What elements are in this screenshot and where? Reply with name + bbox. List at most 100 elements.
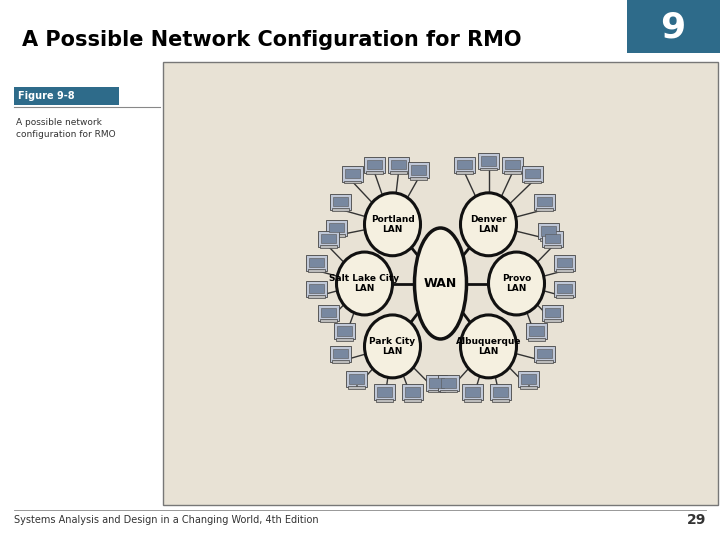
- FancyBboxPatch shape: [464, 399, 482, 402]
- FancyBboxPatch shape: [556, 269, 573, 272]
- FancyBboxPatch shape: [330, 194, 351, 210]
- FancyBboxPatch shape: [376, 399, 393, 402]
- FancyBboxPatch shape: [318, 231, 339, 247]
- FancyBboxPatch shape: [557, 284, 572, 293]
- Ellipse shape: [461, 315, 516, 378]
- FancyBboxPatch shape: [454, 157, 475, 173]
- Text: Portland
LAN: Portland LAN: [371, 214, 415, 234]
- FancyBboxPatch shape: [14, 87, 119, 105]
- FancyBboxPatch shape: [374, 384, 395, 400]
- Ellipse shape: [364, 193, 420, 256]
- FancyBboxPatch shape: [332, 208, 349, 211]
- FancyBboxPatch shape: [306, 281, 328, 297]
- FancyBboxPatch shape: [534, 194, 555, 210]
- FancyBboxPatch shape: [428, 389, 446, 393]
- Ellipse shape: [415, 228, 467, 339]
- Text: Provo
LAN: Provo LAN: [502, 274, 531, 293]
- FancyBboxPatch shape: [544, 319, 562, 322]
- FancyBboxPatch shape: [504, 171, 521, 174]
- Text: A Possible Network Configuration for RMO: A Possible Network Configuration for RMO: [22, 30, 521, 50]
- FancyBboxPatch shape: [465, 387, 480, 397]
- FancyBboxPatch shape: [309, 258, 324, 267]
- Ellipse shape: [364, 315, 420, 378]
- FancyBboxPatch shape: [523, 180, 541, 184]
- FancyBboxPatch shape: [441, 378, 456, 388]
- FancyBboxPatch shape: [536, 360, 554, 363]
- FancyBboxPatch shape: [538, 224, 559, 239]
- Text: WAN: WAN: [424, 277, 457, 290]
- FancyBboxPatch shape: [348, 386, 365, 389]
- FancyBboxPatch shape: [332, 360, 349, 363]
- FancyBboxPatch shape: [320, 245, 338, 248]
- FancyBboxPatch shape: [330, 346, 351, 361]
- FancyBboxPatch shape: [480, 167, 498, 171]
- FancyBboxPatch shape: [404, 399, 421, 402]
- FancyBboxPatch shape: [505, 160, 520, 169]
- FancyBboxPatch shape: [320, 319, 338, 322]
- FancyBboxPatch shape: [502, 157, 523, 173]
- FancyBboxPatch shape: [529, 326, 544, 336]
- Ellipse shape: [461, 193, 516, 256]
- FancyBboxPatch shape: [544, 245, 562, 248]
- FancyBboxPatch shape: [522, 166, 544, 182]
- FancyBboxPatch shape: [438, 375, 459, 391]
- FancyBboxPatch shape: [556, 295, 573, 298]
- FancyBboxPatch shape: [490, 384, 511, 400]
- FancyBboxPatch shape: [390, 171, 408, 174]
- FancyBboxPatch shape: [391, 160, 406, 169]
- FancyBboxPatch shape: [456, 171, 473, 174]
- Text: A possible network
configuration for RMO: A possible network configuration for RMO: [16, 118, 116, 139]
- FancyBboxPatch shape: [536, 208, 554, 211]
- FancyBboxPatch shape: [554, 255, 575, 271]
- FancyBboxPatch shape: [336, 338, 354, 341]
- FancyBboxPatch shape: [342, 166, 364, 182]
- FancyBboxPatch shape: [318, 305, 339, 321]
- FancyBboxPatch shape: [525, 169, 540, 178]
- FancyBboxPatch shape: [411, 165, 426, 175]
- FancyBboxPatch shape: [429, 378, 444, 388]
- FancyBboxPatch shape: [345, 169, 360, 178]
- FancyBboxPatch shape: [321, 308, 336, 317]
- FancyBboxPatch shape: [518, 372, 539, 387]
- Text: Salt Lake City
LAN: Salt Lake City LAN: [330, 274, 400, 293]
- FancyBboxPatch shape: [540, 238, 557, 241]
- FancyBboxPatch shape: [321, 234, 336, 243]
- FancyBboxPatch shape: [521, 374, 536, 384]
- FancyBboxPatch shape: [534, 346, 555, 361]
- FancyBboxPatch shape: [367, 160, 382, 169]
- FancyBboxPatch shape: [306, 255, 328, 271]
- FancyBboxPatch shape: [545, 234, 560, 243]
- FancyBboxPatch shape: [366, 171, 383, 174]
- FancyBboxPatch shape: [493, 387, 508, 397]
- FancyBboxPatch shape: [307, 269, 325, 272]
- FancyBboxPatch shape: [557, 258, 572, 267]
- FancyBboxPatch shape: [457, 160, 472, 169]
- FancyBboxPatch shape: [528, 338, 545, 341]
- FancyBboxPatch shape: [492, 399, 509, 402]
- FancyBboxPatch shape: [346, 372, 367, 387]
- FancyBboxPatch shape: [307, 295, 325, 298]
- FancyBboxPatch shape: [545, 308, 560, 317]
- Ellipse shape: [488, 252, 544, 315]
- FancyBboxPatch shape: [328, 234, 346, 237]
- FancyBboxPatch shape: [377, 387, 392, 397]
- FancyBboxPatch shape: [520, 386, 537, 389]
- FancyBboxPatch shape: [537, 197, 552, 206]
- FancyBboxPatch shape: [343, 180, 361, 184]
- Text: 9: 9: [660, 10, 685, 44]
- FancyBboxPatch shape: [526, 323, 547, 339]
- FancyBboxPatch shape: [333, 197, 348, 206]
- FancyBboxPatch shape: [333, 348, 348, 358]
- Text: Park City
LAN: Park City LAN: [369, 337, 415, 356]
- FancyBboxPatch shape: [541, 226, 556, 236]
- Ellipse shape: [336, 252, 392, 315]
- FancyBboxPatch shape: [364, 157, 385, 173]
- Text: Figure 9-8: Figure 9-8: [18, 91, 75, 101]
- FancyBboxPatch shape: [426, 375, 447, 391]
- FancyBboxPatch shape: [537, 348, 552, 358]
- Text: 29: 29: [687, 513, 706, 527]
- Text: Albuquerque
LAN: Albuquerque LAN: [456, 337, 521, 356]
- FancyBboxPatch shape: [337, 326, 352, 336]
- FancyBboxPatch shape: [462, 384, 483, 400]
- Text: Denver
LAN: Denver LAN: [470, 214, 507, 234]
